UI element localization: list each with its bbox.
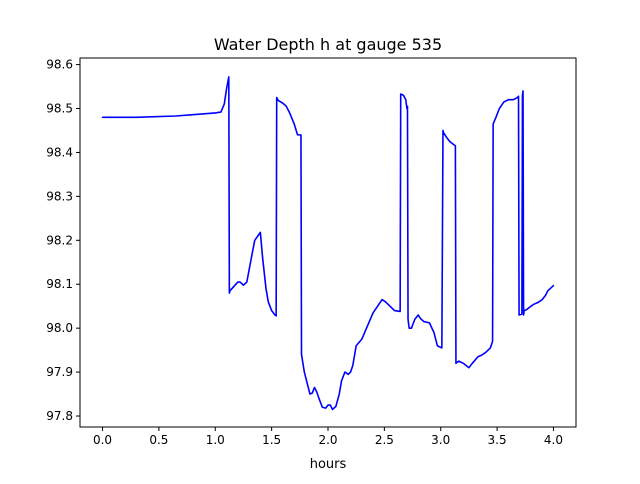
- y-tick-label: 97.9: [46, 365, 73, 379]
- y-tick-label: 98.0: [46, 321, 73, 335]
- x-tick-label: 2.5: [375, 433, 394, 447]
- x-tick-label: 2.0: [318, 433, 337, 447]
- y-tick-label: 98.4: [46, 145, 73, 159]
- x-tick-label: 4.0: [544, 433, 563, 447]
- x-tick-label: 1.5: [262, 433, 281, 447]
- x-tick-label: 1.0: [206, 433, 225, 447]
- chart-title: Water Depth h at gauge 535: [214, 35, 442, 54]
- x-tick-label: 3.5: [488, 433, 507, 447]
- y-tick-label: 97.8: [46, 409, 73, 423]
- x-axis-label: hours: [310, 457, 347, 472]
- y-tick-label: 98.6: [46, 58, 73, 72]
- plot-area: 0.0 0.5 1.0 1.5 2.0 2.5 3.0 3.5 4.0 97.8 97.9 98.0 9…: [46, 57, 577, 447]
- x-tick-label: 0.5: [149, 433, 168, 447]
- y-tick-label: 98.2: [46, 233, 73, 247]
- x-tick-label: 0.0: [93, 433, 112, 447]
- y-tick-label: 98.5: [46, 102, 73, 116]
- x-tick-label: 3.0: [431, 433, 450, 447]
- y-tick-label: 98.1: [46, 277, 73, 291]
- y-tick-label: 98.3: [46, 189, 73, 203]
- series-line-0: [101, 76, 555, 411]
